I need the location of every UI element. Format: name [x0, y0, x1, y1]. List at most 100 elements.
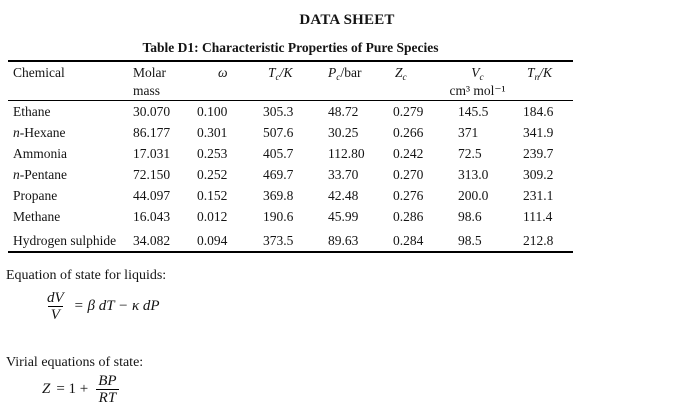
cell-vc: 145.5: [458, 104, 489, 119]
column-header-pc: Pc/bar: [328, 64, 393, 100]
equation-lhs-rest: = 1 +: [56, 381, 89, 397]
table-row-ammonia: Ammonia 17.031 0.253 405.7 112.80 0.242 …: [8, 143, 573, 164]
header-subscript: c: [402, 73, 407, 83]
cell-vc: 371: [458, 125, 479, 140]
column-header-tn: Tn/K: [523, 64, 573, 100]
cell-omega: 0.100: [197, 104, 228, 119]
cell-pc: 45.99: [328, 209, 359, 224]
column-header-vc: Vc cm³ mol⁻¹: [449, 64, 523, 100]
cell-zc: 0.242: [393, 146, 424, 161]
column-header-omega: ω: [197, 64, 263, 100]
column-header-chemical: Chemical: [8, 64, 133, 100]
cell-molar-mass: 17.031: [133, 146, 171, 161]
header-text: Z: [395, 65, 403, 80]
header-units: cm³ mol⁻¹: [449, 83, 506, 98]
cell-tn: 309.2: [523, 167, 554, 182]
header-subscript: n: [534, 73, 540, 83]
cell-tc: 507.6: [263, 125, 294, 140]
cell-pc: 89.63: [328, 233, 359, 248]
cell-zc: 0.286: [393, 209, 424, 224]
chemical-label: -Pentane: [19, 167, 67, 182]
chemical-label: Ammonia: [13, 146, 67, 161]
equation-rhs: = β dT − κ dP: [73, 298, 160, 314]
column-header-tc: Tc/K: [263, 64, 328, 100]
cell-tn: 111.4: [523, 209, 553, 224]
header-text: Chemical: [13, 65, 65, 80]
table-row-ethane: Ethane 30.070 0.100 305.3 48.72 0.279 14…: [8, 101, 573, 122]
cell-tc: 469.7: [263, 167, 294, 182]
header-text: /K: [279, 65, 293, 80]
header-text: T: [527, 65, 535, 80]
header-subscript: c: [479, 73, 484, 83]
cell-molar-mass: 72.150: [133, 167, 171, 182]
cell-tn: 231.1: [523, 188, 554, 203]
cell-tc: 190.6: [263, 209, 294, 224]
fraction-denominator: RT: [95, 389, 120, 406]
cell-tn: 212.8: [523, 233, 554, 248]
cell-zc: 0.279: [393, 104, 424, 119]
cell-vc: 98.6: [458, 209, 482, 224]
header-text: /bar: [340, 65, 362, 80]
cell-omega: 0.301: [197, 125, 228, 140]
cell-molar-mass: 16.043: [133, 209, 171, 224]
virial-eos-heading: Virial equations of state:: [6, 355, 144, 370]
header-text: P: [328, 65, 337, 80]
cell-zc: 0.276: [393, 188, 424, 203]
header-text: T: [268, 65, 276, 80]
cell-omega: 0.152: [197, 188, 228, 203]
cell-vc: 72.5: [458, 146, 482, 161]
cell-tc: 373.5: [263, 233, 294, 248]
chemical-name: Hydrogen sulphide: [8, 230, 133, 251]
fraction-denominator: V: [47, 306, 63, 323]
table-body: Ethane 30.070 0.100 305.3 48.72 0.279 14…: [8, 101, 573, 253]
cell-zc: 0.270: [393, 167, 424, 182]
header-subscript: c: [336, 73, 341, 83]
chemical-name: n-Hexane: [8, 122, 133, 143]
header-subscript: c: [275, 73, 280, 83]
cell-pc: 30.25: [328, 125, 359, 140]
header-text: ω: [218, 65, 228, 80]
chemical-name: Ethane: [8, 101, 133, 122]
chemical-prefix: n: [13, 167, 20, 182]
chemical-label: Methane: [13, 209, 61, 224]
cell-vc: 98.5: [458, 233, 482, 248]
cell-omega: 0.094: [197, 233, 228, 248]
table-row-hydrogen-sulphide: Hydrogen sulphide 34.082 0.094 373.5 89.…: [8, 230, 573, 251]
chemical-label: Ethane: [13, 104, 51, 119]
cell-pc: 33.70: [328, 167, 359, 182]
page-title: DATA SHEET: [299, 12, 395, 28]
table-header-row: Chemical Molar mass ω Tc/K Pc/bar Zc Vc …: [8, 60, 573, 101]
header-text: V: [471, 65, 480, 80]
fraction-numerator: dV: [47, 290, 64, 306]
cell-omega: 0.252: [197, 167, 228, 182]
header-text: /K: [539, 65, 553, 80]
cell-omega: 0.012: [197, 209, 228, 224]
chemical-label: Propane: [13, 188, 58, 203]
cell-vc: 200.0: [458, 188, 489, 203]
table-row-methane: Methane 16.043 0.012 190.6 45.99 0.286 9…: [8, 206, 573, 227]
liquids-eos-heading: Equation of state for liquids:: [6, 268, 167, 283]
cell-tn: 239.7: [523, 146, 554, 161]
cell-tn: 341.9: [523, 125, 554, 140]
table-row-n-pentane: n-Pentane 72.150 0.252 469.7 33.70 0.270…: [8, 164, 573, 185]
cell-tc: 369.8: [263, 188, 294, 203]
cell-pc: 112.80: [328, 146, 365, 161]
chemical-name: Ammonia: [8, 143, 133, 164]
cell-tn: 184.6: [523, 104, 554, 119]
cell-pc: 48.72: [328, 104, 359, 119]
table-row-n-hexane: n-Hexane 86.177 0.301 507.6 30.25 0.266 …: [8, 122, 573, 143]
header-text: mass: [133, 83, 160, 98]
fraction-dv-over-v: dV V: [44, 290, 67, 323]
column-header-zc: Zc: [393, 64, 458, 100]
cell-vc: 313.0: [458, 167, 489, 182]
cell-tc: 305.3: [263, 104, 294, 119]
liquids-eos-equation: dV V = β dT − κ dP: [44, 290, 160, 323]
cell-omega: 0.253: [197, 146, 228, 161]
column-header-molar-mass: Molar mass: [133, 64, 197, 100]
virial-eos-equation: Z = 1 + BP RT: [42, 373, 120, 406]
cell-molar-mass: 44.097: [133, 188, 171, 203]
cell-pc: 42.48: [328, 188, 359, 203]
header-text: Molar: [133, 65, 166, 80]
cell-molar-mass: 30.070: [133, 104, 171, 119]
cell-molar-mass: 86.177: [133, 125, 171, 140]
